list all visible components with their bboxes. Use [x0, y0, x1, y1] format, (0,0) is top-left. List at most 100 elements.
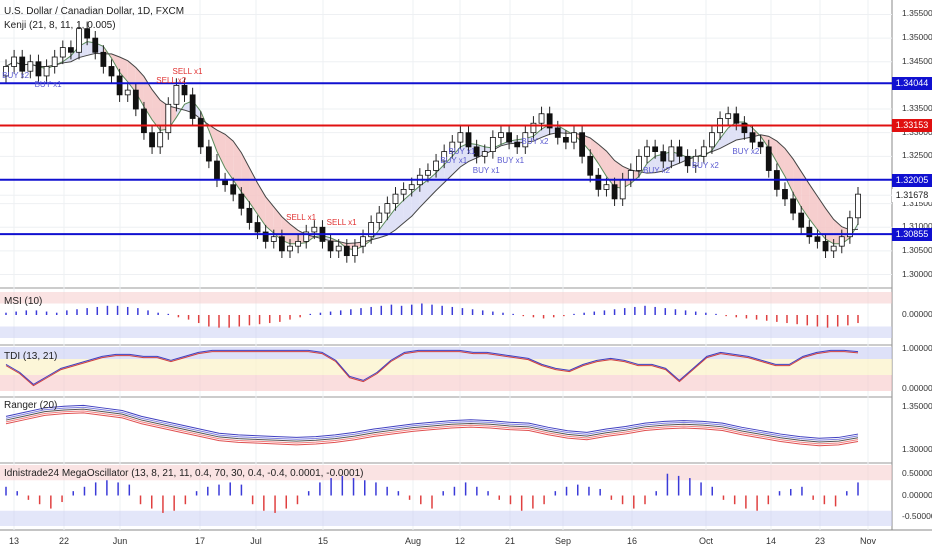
- candle-body: [522, 132, 529, 148]
- tdi-middle-band: [0, 359, 892, 375]
- cloud-segment: [793, 158, 802, 208]
- cloud-segment: [801, 171, 810, 219]
- megaosc-y-tick: -0.50000: [902, 511, 932, 522]
- x-tick-label: Oct: [698, 536, 714, 546]
- candle-body: [360, 236, 366, 247]
- candle-body: [587, 155, 594, 176]
- candle-body: [644, 146, 650, 157]
- candle-body: [668, 146, 675, 162]
- signal-label: BUY x1: [448, 146, 476, 156]
- candle-body: [433, 160, 439, 171]
- cloud-segment: [598, 144, 607, 177]
- candle-body: [579, 132, 586, 157]
- candle-body: [790, 198, 796, 214]
- msi-lower-band: [0, 326, 892, 338]
- candle-body: [157, 132, 164, 148]
- candle-body: [749, 132, 756, 143]
- ranger-line: [5, 408, 859, 443]
- candle-body: [538, 113, 545, 124]
- candle-body: [392, 193, 399, 205]
- signal-label: BUY x2: [521, 137, 549, 147]
- candle-body: [619, 179, 626, 200]
- megaosc-y-tick: 0.00000: [902, 489, 932, 500]
- tdi-line: [5, 351, 859, 387]
- candle-body: [765, 146, 772, 171]
- cloud-segment: [784, 148, 794, 193]
- candle-body: [481, 151, 488, 157]
- candle-body: [562, 137, 569, 143]
- tdi-line: [5, 349, 859, 385]
- tdi-y-tick: 1.00000: [902, 343, 932, 353]
- candle-body: [3, 66, 9, 77]
- x-tick-label: 14: [765, 536, 777, 546]
- candle-body: [457, 132, 464, 143]
- candle-body: [262, 231, 269, 242]
- candle-body: [51, 56, 58, 67]
- tdi-label: TDI (13, 21): [4, 351, 58, 362]
- x-tick-label: 16: [626, 536, 638, 546]
- y-tick-label: 1.35000: [902, 32, 932, 43]
- cloud-segment: [817, 196, 826, 240]
- last-price-tag: 1.31678: [892, 189, 932, 203]
- y-tick-label: 1.33500: [902, 103, 932, 114]
- candle-body: [68, 47, 74, 53]
- candle-body: [700, 146, 707, 157]
- candle-body: [205, 146, 212, 162]
- cloud-segment: [590, 137, 599, 164]
- cloud-segment: [647, 156, 656, 174]
- ranger-line: [5, 406, 859, 441]
- signal-label: BUY x2: [2, 71, 30, 81]
- cloud-segment: [411, 185, 420, 217]
- level-price-tag: 1.32005: [892, 173, 932, 187]
- candle-body: [327, 241, 334, 252]
- candle-body: [611, 184, 618, 200]
- candle-body: [676, 146, 683, 157]
- cloud-segment: [768, 136, 777, 163]
- x-tick-label: 21: [504, 536, 516, 546]
- msi-label: MSI (10): [4, 296, 43, 307]
- x-tick-label: 12: [454, 536, 466, 546]
- cloud-segment: [776, 141, 785, 177]
- candle-body: [108, 66, 115, 77]
- cloud-segment: [119, 57, 128, 82]
- x-tick-label: Aug: [404, 536, 422, 546]
- x-tick-label: 13: [8, 536, 20, 546]
- candle-body: [806, 226, 813, 238]
- cloud-segment: [225, 134, 234, 180]
- x-tick-label: 15: [317, 536, 329, 546]
- candle-body: [246, 207, 253, 223]
- y-tick-label: 1.34500: [902, 55, 932, 66]
- ranger-y-tick: 1.35000: [902, 401, 932, 412]
- candle-body: [197, 118, 204, 148]
- candle-body: [76, 28, 82, 53]
- cloud-segment: [111, 53, 120, 73]
- y-tick-label: 1.30500: [902, 244, 932, 255]
- candle-body: [368, 222, 375, 238]
- candle-body: [465, 132, 472, 148]
- signal-label: BUY x1: [472, 165, 500, 175]
- candle-body: [173, 84, 180, 105]
- cloud-segment: [273, 206, 282, 241]
- candle-body: [473, 146, 480, 157]
- ranger-label: Ranger (20): [4, 400, 58, 411]
- x-tick-label: 22: [58, 536, 70, 546]
- candle-body: [35, 61, 42, 77]
- signal-label: BUY x2: [691, 160, 719, 170]
- ranger-y-tick: 1.30000: [902, 443, 932, 454]
- candle-body: [660, 151, 667, 162]
- candle-body: [530, 122, 537, 134]
- megaosc-label: Idnistrade24 MegaOscillator (13, 8, 21, …: [4, 468, 364, 479]
- candle-body: [238, 193, 245, 209]
- candle-body: [855, 193, 861, 219]
- candle-body: [230, 184, 237, 195]
- cloud-segment: [387, 208, 396, 236]
- signal-label: BUY x1: [497, 156, 525, 166]
- y-tick-label: 1.30000: [902, 268, 932, 279]
- megaosc-upper-band: [0, 465, 892, 481]
- candle-body: [43, 66, 50, 77]
- signal-label: SELL x2: [156, 76, 187, 86]
- candle-body: [441, 151, 448, 162]
- cloud-segment: [395, 200, 404, 230]
- msi-y-tick: 0.00000: [902, 309, 932, 319]
